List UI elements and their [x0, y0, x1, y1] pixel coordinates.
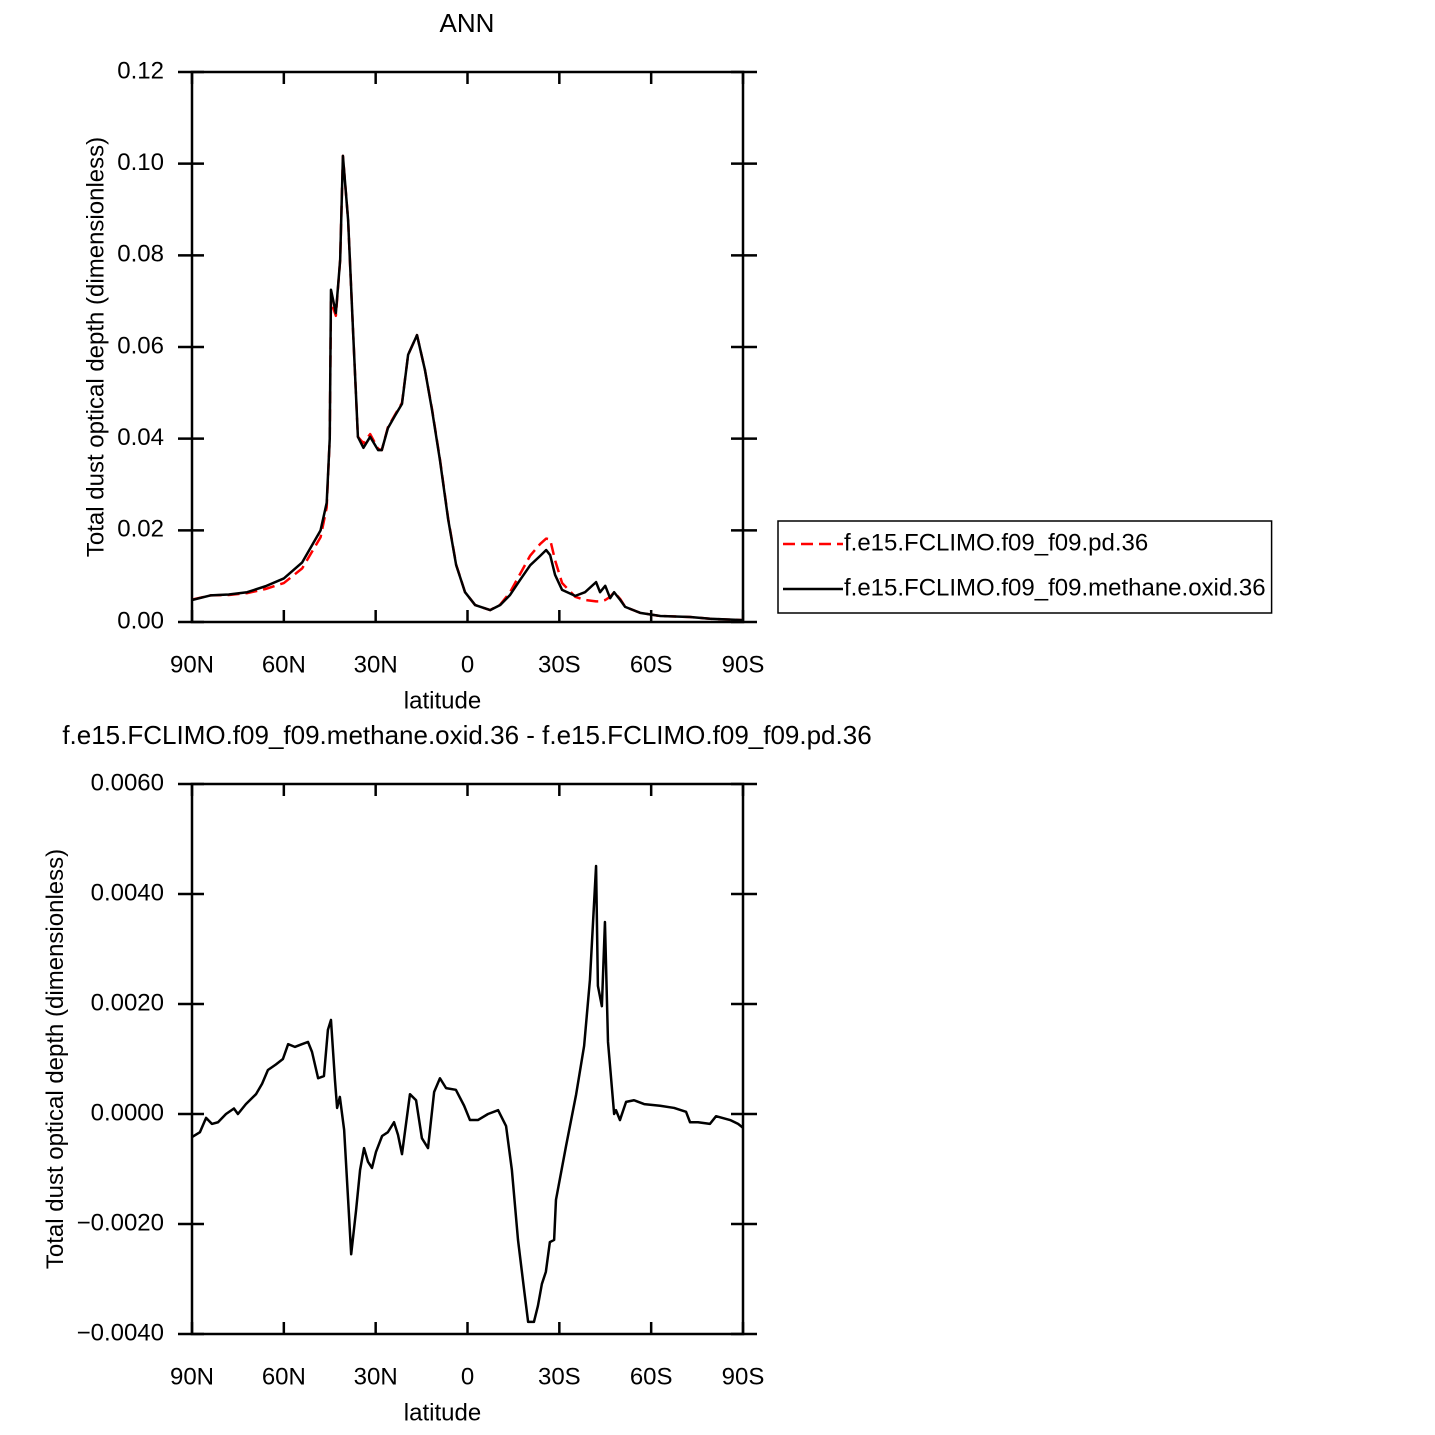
x-tick-label: 60N — [262, 651, 306, 678]
x-tick-label: 60S — [630, 651, 673, 678]
y-tick-label: −0.0020 — [77, 1209, 164, 1236]
legend-label: f.e15.FCLIMO.f09_f09.methane.oxid.36 — [844, 574, 1266, 601]
x-axis-label: latitude — [404, 1399, 481, 1426]
y-tick-label: 0.06 — [117, 332, 164, 359]
y-tick-label: 0.08 — [117, 241, 164, 268]
x-tick-label: 0 — [461, 651, 474, 678]
y-tick-label: 0.0000 — [91, 1099, 164, 1126]
plot-frame — [190, 782, 745, 1336]
y-tick-label: 0.12 — [117, 57, 164, 84]
x-axis-label: latitude — [404, 687, 481, 714]
data-line — [191, 864, 744, 1324]
y-axis-label: Total dust optical depth (dimensionless) — [83, 137, 110, 557]
x-tick-label: 90N — [170, 651, 214, 678]
y-axis-label: Total dust optical depth (dimensionless) — [42, 849, 69, 1269]
x-tick-label: 30S — [538, 1363, 581, 1390]
x-tick-label: 90S — [722, 651, 765, 678]
y-tick-label: 0.00 — [117, 607, 164, 634]
y-tick-label: 0.0020 — [91, 989, 164, 1016]
legend-box — [777, 520, 1273, 614]
x-tick-label: 30S — [538, 651, 581, 678]
y-tick-label: 0.10 — [117, 149, 164, 176]
chart-title: ANN — [440, 8, 495, 38]
chart-title: f.e15.FCLIMO.f09_f09.methane.oxid.36 - f… — [62, 720, 871, 750]
y-tick-label: 0.02 — [117, 516, 164, 543]
y-tick-label: 0.0060 — [91, 769, 164, 796]
x-tick-label: 30N — [354, 1363, 398, 1390]
x-tick-label: 0 — [461, 1363, 474, 1390]
plot-frame — [190, 70, 745, 624]
y-tick-label: 0.0040 — [91, 879, 164, 906]
data-line — [191, 154, 744, 622]
x-tick-label: 60N — [262, 1363, 306, 1390]
x-tick-label: 90S — [722, 1363, 765, 1390]
y-tick-label: 0.04 — [117, 424, 164, 451]
x-tick-label: 30N — [354, 651, 398, 678]
data-line — [191, 154, 744, 622]
x-tick-label: 60S — [630, 1363, 673, 1390]
legend-label: f.e15.FCLIMO.f09_f09.pd.36 — [844, 529, 1148, 556]
y-tick-label: −0.0040 — [77, 1319, 164, 1346]
x-tick-label: 90N — [170, 1363, 214, 1390]
